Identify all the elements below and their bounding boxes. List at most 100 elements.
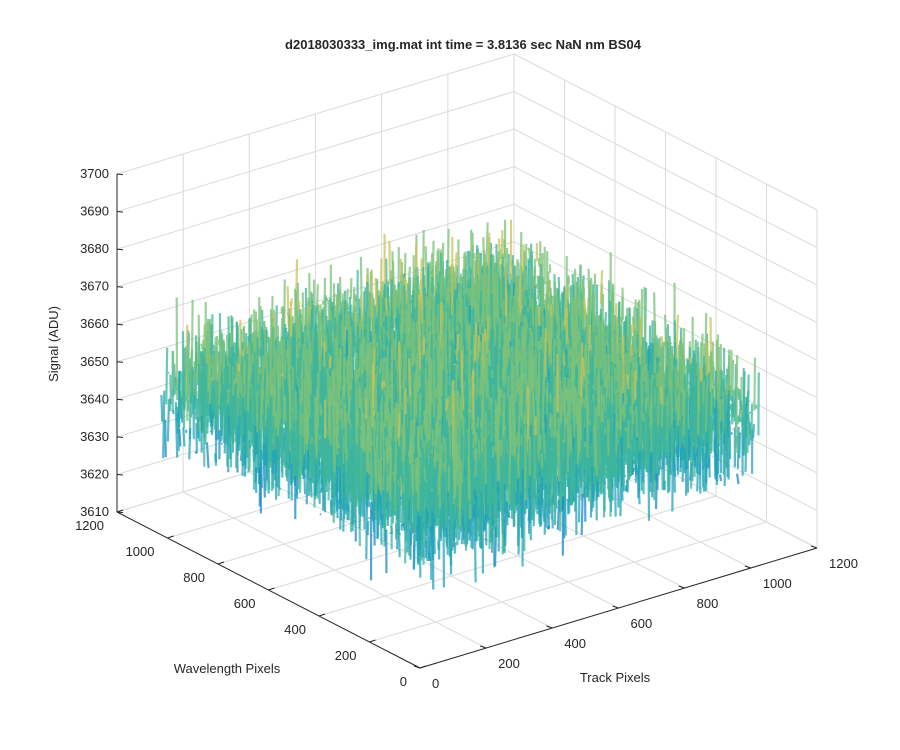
surface-stroke: [518, 304, 522, 313]
grid-line: [369, 521, 767, 643]
chart-title: d2018030333_img.mat int time = 3.8136 se…: [285, 37, 642, 52]
surface-stroke: [735, 473, 740, 485]
surface-stroke: [537, 257, 541, 268]
surface-stroke: [735, 355, 739, 454]
surface-stroke: [726, 355, 731, 395]
surface-stroke: [498, 238, 501, 270]
surface-stroke: [174, 402, 179, 458]
surface-stroke: [340, 319, 344, 347]
surface-stroke: [512, 264, 516, 283]
surface-stroke: [351, 286, 356, 322]
surface-stroke: [753, 357, 757, 411]
surface-stroke: [439, 301, 443, 350]
surface-stroke: [565, 307, 569, 345]
surface-stroke: [382, 311, 386, 322]
surface-stroke: [225, 334, 229, 367]
surface-stroke: [413, 346, 417, 352]
surface-stroke: [521, 244, 525, 272]
surface-stroke: [166, 399, 171, 442]
surface-stroke: [675, 314, 679, 359]
surface-stroke: [495, 291, 499, 307]
surface-stroke: [737, 408, 742, 423]
surface-stroke: [522, 288, 526, 293]
surface-stroke: [599, 270, 604, 304]
surface-stroke: [184, 348, 188, 402]
surface-stroke: [565, 349, 569, 352]
surface-stroke: [454, 252, 458, 292]
surface-stroke: [748, 411, 752, 415]
surface-stroke: [427, 324, 430, 327]
surface-stroke: [746, 374, 750, 454]
surface-stroke: [162, 390, 166, 459]
surface-stroke: [193, 437, 196, 440]
surface-stroke: [421, 321, 424, 362]
surface-stroke: [590, 384, 594, 388]
surface-stroke: [461, 345, 465, 372]
surface-stroke: [349, 278, 353, 300]
surface-stroke: [736, 387, 741, 400]
surface-stroke: [713, 382, 717, 408]
surface-stroke: [382, 344, 386, 351]
surface-stroke: [593, 353, 597, 393]
surface-stroke: [397, 286, 400, 314]
surface-stroke: [571, 356, 575, 377]
surface-stroke: [532, 281, 536, 289]
surface-stroke: [583, 298, 587, 318]
surface-stroke: [392, 298, 396, 328]
surface-stroke: [688, 381, 692, 385]
surface-stroke: [297, 301, 301, 311]
surface-stroke: [451, 305, 454, 342]
surface-stroke: [556, 336, 560, 356]
surface-stroke: [730, 431, 734, 436]
surface-stroke: [500, 230, 504, 258]
surface-stroke: [631, 316, 635, 326]
surface-stroke: [527, 247, 532, 264]
surface-stroke: [493, 326, 497, 346]
surface-stroke: [179, 402, 183, 412]
surface-stroke: [516, 261, 521, 279]
surface-stroke: [211, 355, 215, 383]
surface-mesh: [160, 219, 760, 590]
surface-stroke: [320, 322, 324, 347]
surface-stroke: [160, 394, 164, 422]
surface-stroke: [711, 361, 716, 387]
surface-stroke: [526, 307, 530, 313]
surface-stroke: [545, 333, 549, 343]
surface-stroke: [563, 286, 568, 327]
surface-stroke: [480, 312, 484, 327]
surface-stroke: [171, 351, 175, 389]
surface-stroke: [384, 297, 389, 316]
surface-stroke: [553, 281, 557, 318]
surface-stroke: [258, 306, 262, 356]
surface-stroke: [205, 442, 210, 469]
surface-stroke: [433, 265, 438, 307]
surface-stroke: [448, 333, 453, 343]
surface-stroke: [164, 419, 167, 458]
surface-stroke: [352, 305, 357, 329]
surface-stroke: [420, 279, 424, 325]
surface-stroke: [282, 307, 286, 324]
surface-stroke: [182, 427, 186, 447]
surface-stroke: [434, 318, 439, 338]
surface-stroke: [730, 395, 735, 418]
surface-stroke: [731, 359, 735, 395]
surface-stroke: [729, 376, 732, 379]
surface-stroke: [374, 277, 378, 313]
surface-stroke: [590, 311, 594, 346]
surface-stroke: [186, 330, 190, 421]
surface-stroke: [537, 306, 541, 326]
surface-stroke: [401, 329, 405, 334]
surface-stroke: [733, 397, 737, 422]
surface-stroke: [177, 370, 181, 452]
surface-stroke: [720, 426, 725, 433]
surface-stroke: [473, 323, 478, 361]
surface-stroke: [727, 414, 732, 420]
surface-stroke: [536, 288, 540, 300]
surface-stroke: [413, 267, 418, 314]
surface-stroke: [464, 251, 468, 301]
surface-stroke: [487, 355, 491, 363]
surface-stroke: [385, 331, 389, 338]
surface-stroke: [195, 371, 199, 381]
surface-stroke: [165, 347, 169, 405]
